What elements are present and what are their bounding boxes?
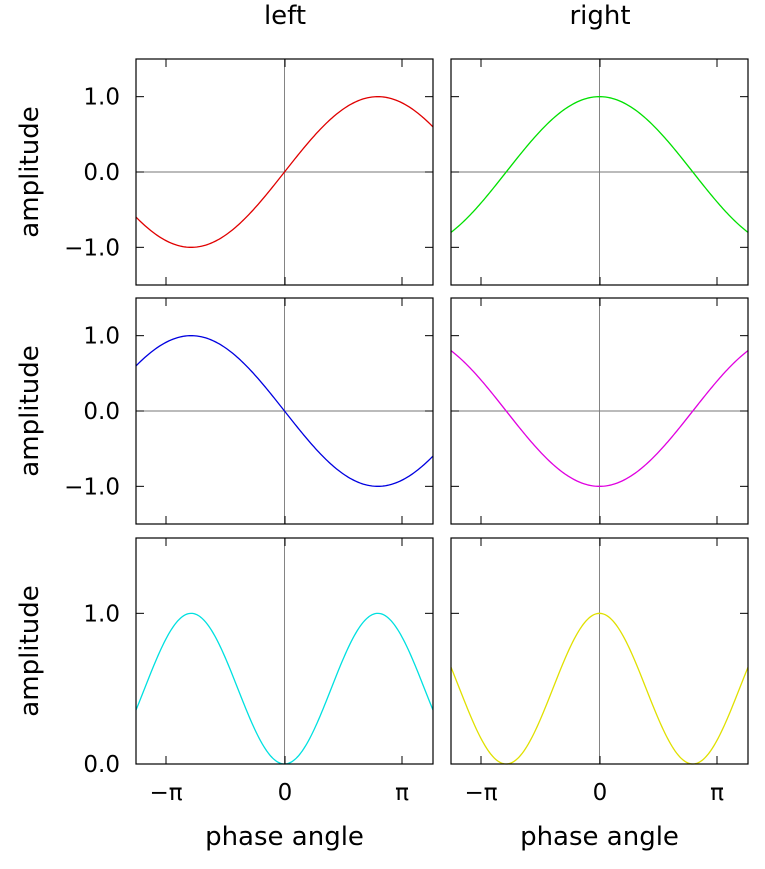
x-axis-label: phase angle xyxy=(520,822,679,852)
y-tick-label: −1.0 xyxy=(64,235,120,261)
series-line-0 xyxy=(450,96,749,233)
series-line-0 xyxy=(135,96,434,248)
y-tick-label: 1.0 xyxy=(83,324,120,350)
x-tick-label: −π xyxy=(149,780,182,806)
y-axis-label: amplitude xyxy=(15,585,45,716)
y-tick-label: −1.0 xyxy=(64,474,120,500)
x-tick-label: π xyxy=(395,780,409,806)
x-tick-label: π xyxy=(710,780,724,806)
series-line-0 xyxy=(450,350,749,487)
panel-1-left: −1.0 0.0 1.0 amplitude xyxy=(15,297,434,525)
x-tick-label: −π xyxy=(464,780,497,806)
y-tick-label: 1.0 xyxy=(83,601,120,627)
column-title-left: left xyxy=(264,1,306,31)
x-tick-label: 0 xyxy=(593,780,608,806)
x-axis-label: phase angle xyxy=(205,822,364,852)
panel-grid: −1.00.01.0amplitude−1.00.01.0amplitude−π… xyxy=(15,58,749,852)
panel-0-left: −1.0 0.0 1.0 amplitude xyxy=(15,58,434,286)
y-axis-label: amplitude xyxy=(15,106,45,237)
y-tick-label: 0.0 xyxy=(83,399,120,425)
panel-0-right xyxy=(450,58,749,286)
series-line-0 xyxy=(450,612,749,765)
y-tick-label: 0.0 xyxy=(83,160,120,186)
column-title-right: right xyxy=(569,1,630,31)
panel-2-right: −π 0 π phase angle xyxy=(450,537,749,852)
panel-1-right xyxy=(450,297,749,525)
y-tick-label: 0.0 xyxy=(83,752,120,778)
y-axis-label: amplitude xyxy=(15,345,45,476)
series-line-0 xyxy=(135,335,434,487)
y-tick-label: 1.0 xyxy=(83,85,120,111)
panel-2-left: −π 0 π 0.0 1.0 amplitude phase angle xyxy=(15,537,434,852)
x-tick-label: 0 xyxy=(278,780,293,806)
